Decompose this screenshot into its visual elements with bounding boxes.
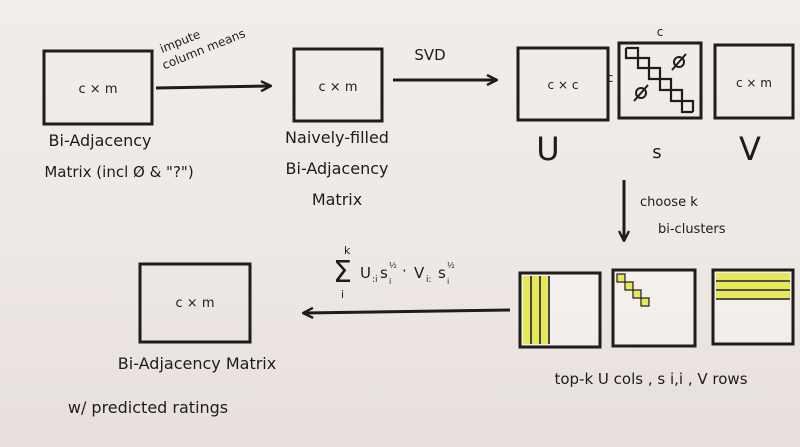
formula-v-term: V	[414, 264, 425, 282]
u-caption: U	[536, 130, 560, 168]
topk-s-cell-1	[616, 273, 626, 283]
input-matrix-dims: c × m	[79, 82, 118, 97]
s-top-label: c	[657, 25, 664, 39]
filled-caption-line3: Matrix	[311, 190, 363, 209]
formula-s2-sub: i	[447, 277, 449, 286]
formula-s2-term: s	[438, 264, 446, 282]
u-matrix-dims: c × c	[548, 78, 579, 92]
formula-u-term: U	[360, 264, 371, 282]
v-matrix-dims: c × m	[736, 76, 772, 90]
output-matrix-dims: c × m	[176, 296, 215, 311]
formula-v-sub: i:	[426, 275, 432, 285]
s-side-label: c	[607, 71, 614, 85]
topk-v-row-1	[716, 273, 790, 280]
formula-u-sub: :i	[372, 275, 378, 285]
v-matrix-box	[713, 43, 795, 120]
formula-s2-sup: ½	[447, 261, 455, 270]
choose-k-label-line2: bi-clusters	[658, 222, 726, 237]
formula-upper-bound: k	[344, 244, 351, 257]
filled-caption-line2: Bi-Adjacency	[285, 159, 389, 178]
s-zero-symbol-lower	[635, 87, 647, 99]
formula-dot: ·	[402, 262, 407, 280]
input-caption-line1: Bi-Adjacency	[48, 131, 152, 150]
impute-arrow	[155, 86, 270, 88]
choose-k-label-line1: choose k	[640, 195, 698, 210]
output-matrix-box	[138, 262, 252, 344]
formula-s1-sub: i	[389, 277, 391, 286]
topk-s-cell-4	[640, 297, 650, 307]
topk-v-row-3	[716, 291, 790, 298]
u-matrix-box	[516, 46, 610, 122]
s-matrix-box	[617, 41, 703, 120]
topk-u-col-3	[541, 276, 548, 344]
output-caption-line2: w/ predicted ratings	[67, 398, 229, 417]
filled-caption-line1: Naively-filled	[285, 128, 389, 147]
s-zero-symbol-upper	[673, 56, 685, 68]
reconstruct-arrow	[304, 310, 511, 313]
formula-lower-bound: i	[341, 288, 344, 301]
topk-s-cell-3	[632, 289, 642, 299]
filled-matrix-box	[292, 47, 384, 123]
output-caption-line1: Bi-Adjacency Matrix	[117, 354, 277, 373]
svd-label: SVD	[414, 46, 445, 64]
v-caption: V	[739, 130, 761, 168]
topk-u-col-1	[523, 276, 530, 344]
filled-matrix-dims: c × m	[319, 80, 358, 95]
input-caption-line2: Matrix (incl Ø & "?")	[44, 163, 194, 181]
s-matrix-diagonal-staircase-lower	[624, 48, 693, 114]
formula-s1-sup: ½	[389, 261, 397, 270]
s-zero-slash-lower	[633, 84, 649, 102]
input-matrix-box	[42, 49, 154, 126]
impute-label-group: impute column means	[158, 26, 247, 72]
topk-v-row-2	[716, 282, 790, 289]
topk-s-cell-2	[624, 281, 634, 291]
formula-s1-term: s	[380, 264, 388, 282]
s-caption: s	[652, 142, 662, 163]
formula-sigma: Σ	[333, 255, 352, 290]
s-zero-slash-upper	[671, 53, 687, 71]
topk-caption: top-k U cols , s i,i , V rows	[554, 370, 748, 388]
topk-u-col-2	[532, 276, 539, 344]
